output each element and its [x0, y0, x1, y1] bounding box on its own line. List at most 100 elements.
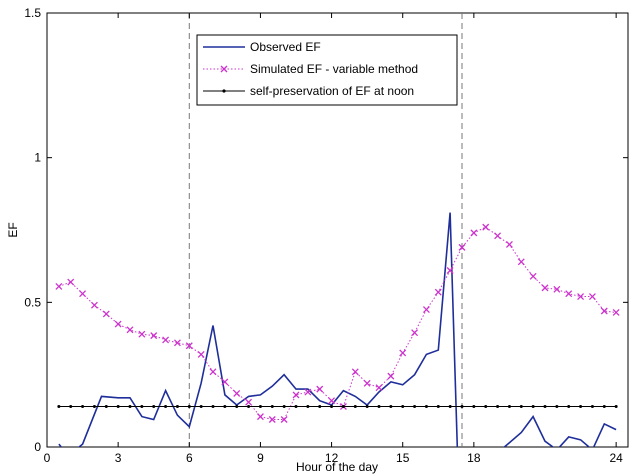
series-point: [152, 404, 156, 408]
series-point: [79, 290, 87, 298]
series-point: [69, 404, 73, 408]
x-tick-label: 24: [609, 451, 623, 465]
series-point: [377, 404, 381, 408]
series-point: [507, 404, 511, 408]
series-point: [116, 404, 120, 408]
series-point: [375, 384, 383, 392]
series-point: [387, 372, 395, 380]
legend: Observed EF Simulated EF - variable meth…: [196, 34, 458, 106]
legend-label-selfpres: self-preservation of EF at noon: [250, 84, 414, 98]
series-point: [247, 404, 251, 408]
x-axis-label: Hour of the day: [296, 460, 378, 474]
series-point: [363, 379, 371, 387]
series-point: [612, 309, 620, 316]
series-point: [411, 329, 419, 337]
series-point: [268, 416, 276, 423]
series-point: [187, 404, 191, 408]
series-point: [92, 404, 96, 408]
series-point: [90, 301, 98, 309]
series-point: [114, 320, 122, 328]
series-point: [235, 404, 239, 408]
series-point: [399, 349, 407, 357]
series-point: [577, 293, 585, 301]
series-point: [505, 241, 513, 248]
series-point: [458, 243, 466, 251]
series-point: [460, 404, 464, 408]
series-point: [211, 404, 215, 408]
series-point: [104, 404, 108, 408]
series-point: [555, 404, 559, 408]
series-point: [223, 404, 227, 408]
series-point: [353, 404, 357, 408]
series-point: [446, 267, 454, 274]
series-point: [424, 404, 428, 408]
y-axis-label: EF: [6, 222, 20, 237]
series-point: [245, 398, 253, 406]
x-tick-label: 9: [257, 451, 264, 465]
series-point: [484, 404, 488, 408]
series-point: [81, 404, 85, 408]
series-point: [602, 404, 606, 408]
series-point: [126, 326, 134, 334]
series-point: [306, 404, 310, 408]
series-point: [280, 416, 288, 423]
series-point: [351, 368, 359, 376]
series-point: [256, 413, 264, 421]
x-tick-label: 12: [325, 451, 339, 465]
series-point: [470, 229, 478, 237]
series-point: [55, 282, 63, 290]
series-point: [494, 232, 502, 240]
series-point: [270, 404, 274, 408]
series-point: [138, 330, 146, 338]
series-point: [365, 404, 369, 408]
legend-marker-simulated: [220, 65, 228, 73]
legend-marker-selfpres: [222, 89, 226, 93]
x-tick-label: 6: [186, 451, 193, 465]
x-tick-label: 3: [115, 451, 122, 465]
series-point: [102, 310, 110, 318]
series-point: [541, 284, 549, 292]
legend-label-observed: Observed EF: [250, 40, 321, 54]
series-point: [57, 404, 61, 408]
series-point: [413, 404, 417, 408]
series-point: [185, 342, 193, 350]
plot-frame: [46, 12, 629, 448]
series-point: [519, 404, 523, 408]
series-point: [330, 404, 334, 408]
series-point: [588, 293, 596, 301]
series-point: [600, 307, 608, 315]
legend-label-simulated: Simulated EF - variable method: [250, 62, 418, 76]
series-point: [197, 350, 205, 358]
series-point: [221, 378, 229, 386]
vertical-reference-lines: [188, 13, 463, 447]
series-point: [140, 404, 144, 408]
series-point: [482, 223, 490, 231]
series-point: [164, 404, 168, 408]
series-point: [294, 404, 298, 408]
series-point: [304, 388, 312, 396]
series-point: [434, 288, 442, 296]
series-point: [258, 404, 262, 408]
series-point: [150, 332, 158, 340]
series-point: [209, 368, 217, 376]
series-point: [517, 258, 525, 266]
series-point: [543, 404, 547, 408]
series-point: [173, 339, 181, 347]
series-point: [590, 404, 594, 408]
series-point: [175, 404, 179, 408]
series-point: [448, 404, 452, 408]
series-point: [422, 306, 430, 314]
series-point: [614, 404, 618, 408]
x-tick-label: 0: [44, 451, 51, 465]
x-tick-label: 18: [467, 451, 481, 465]
series-point: [282, 404, 286, 408]
series-point: [567, 404, 571, 408]
series-point: [162, 336, 170, 344]
y-tick-label: 1.5: [24, 6, 41, 20]
series-point: [496, 404, 500, 408]
ticks-layer: 0 3 6 9 12 15 18 24 0 0.5 1 1.5: [24, 6, 628, 465]
series-point: [529, 272, 537, 280]
x-tick-label: 15: [396, 451, 410, 465]
series-point: [292, 391, 300, 399]
